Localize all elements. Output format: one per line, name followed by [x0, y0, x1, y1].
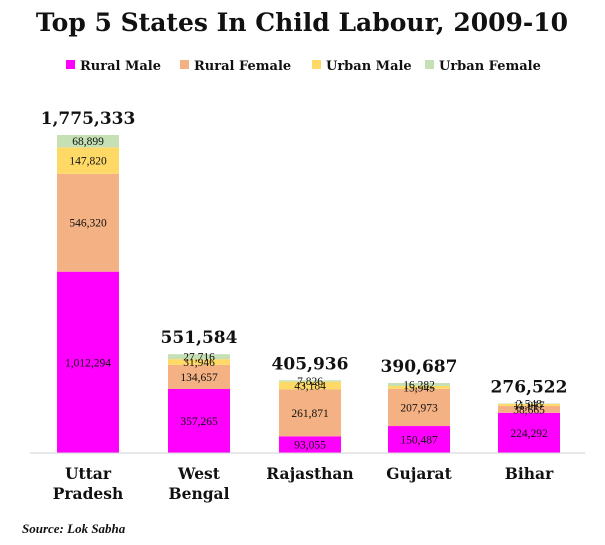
- bar-segment: [57, 271, 119, 453]
- segment-value-label: 31,946: [183, 357, 215, 369]
- segment-value-label: 93,055: [294, 440, 326, 452]
- bar-segment: [168, 359, 230, 365]
- segment-value-label: 224,292: [510, 428, 548, 440]
- category-label: Gujarat: [386, 464, 452, 483]
- bar-segment: [388, 426, 450, 453]
- total-value-label: 551,584: [161, 328, 238, 348]
- bar-segment: [57, 147, 119, 174]
- bar-segment: [388, 383, 450, 386]
- total-value-label: 405,936: [272, 354, 349, 374]
- bar-segment: [498, 412, 560, 453]
- bar-segment: [388, 385, 450, 389]
- bar-segment: [168, 389, 230, 453]
- segment-value-label: 68,899: [72, 136, 104, 148]
- bars: 1,012,294 546,320 147,820 68,899 1,775,333 35…: [41, 109, 568, 453]
- category-label: West: [177, 464, 221, 483]
- source-note: Source: Lok Sabha: [22, 521, 126, 536]
- bar-segment: [388, 388, 450, 427]
- category-label: Bihar: [505, 464, 554, 483]
- segment-value-label: 134,657: [180, 372, 218, 384]
- category-label: Pradesh: [53, 484, 124, 503]
- legend-label-2: Urban Male: [326, 59, 412, 74]
- segment-value-label: 16,282: [403, 379, 435, 391]
- segment-value-label: 261,871: [291, 408, 329, 420]
- legend-label-3: Urban Female: [439, 59, 541, 74]
- bar-segment: [498, 403, 560, 406]
- segment-value-label: 147,820: [69, 156, 107, 168]
- segment-value-label: 43,184: [294, 381, 326, 393]
- segment-value-label: 2,548: [516, 399, 542, 411]
- bar-segment: [168, 354, 230, 360]
- legend: Rural Male Rural Female Urban Male Urban Fe…: [66, 59, 541, 74]
- segment-value-label: 357,265: [180, 416, 218, 428]
- category-label: Rajasthan: [266, 464, 353, 483]
- bar-segment: [279, 436, 341, 453]
- bar-segment: [57, 135, 119, 148]
- segment-value-label: 38,665: [513, 404, 545, 416]
- segment-value-label: 207,973: [400, 402, 438, 414]
- total-value-label: 276,522: [491, 377, 568, 397]
- segment-value-label: 150,487: [400, 435, 438, 447]
- segment-value-label: 11,017: [513, 400, 544, 412]
- segment-value-label: 1,012,294: [65, 357, 111, 369]
- bar-segment: [498, 405, 560, 413]
- total-value-label: 390,687: [381, 357, 458, 377]
- segment-value-label: 27,716: [183, 352, 215, 364]
- bar-segment: [279, 389, 341, 437]
- bar-segment: [168, 364, 230, 390]
- category-label: Bengal: [168, 484, 229, 503]
- legend-swatch-1: [180, 60, 189, 69]
- bar-segment: [57, 173, 119, 272]
- legend-swatch-3: [425, 60, 434, 69]
- bar-segment: [279, 380, 341, 382]
- segment-value-label: 546,320: [69, 218, 107, 230]
- legend-label-0: Rural Male: [80, 59, 161, 74]
- chart-title: Top 5 States In Child Labour, 2009-10: [36, 8, 568, 37]
- legend-swatch-0: [66, 60, 75, 69]
- bar-segment: [279, 381, 341, 390]
- legend-label-1: Rural Female: [194, 59, 291, 74]
- category-label: Uttar: [65, 464, 112, 483]
- segment-value-label: 7,826: [297, 376, 323, 388]
- legend-swatch-2: [312, 60, 321, 69]
- total-value-label: 1,775,333: [41, 109, 136, 129]
